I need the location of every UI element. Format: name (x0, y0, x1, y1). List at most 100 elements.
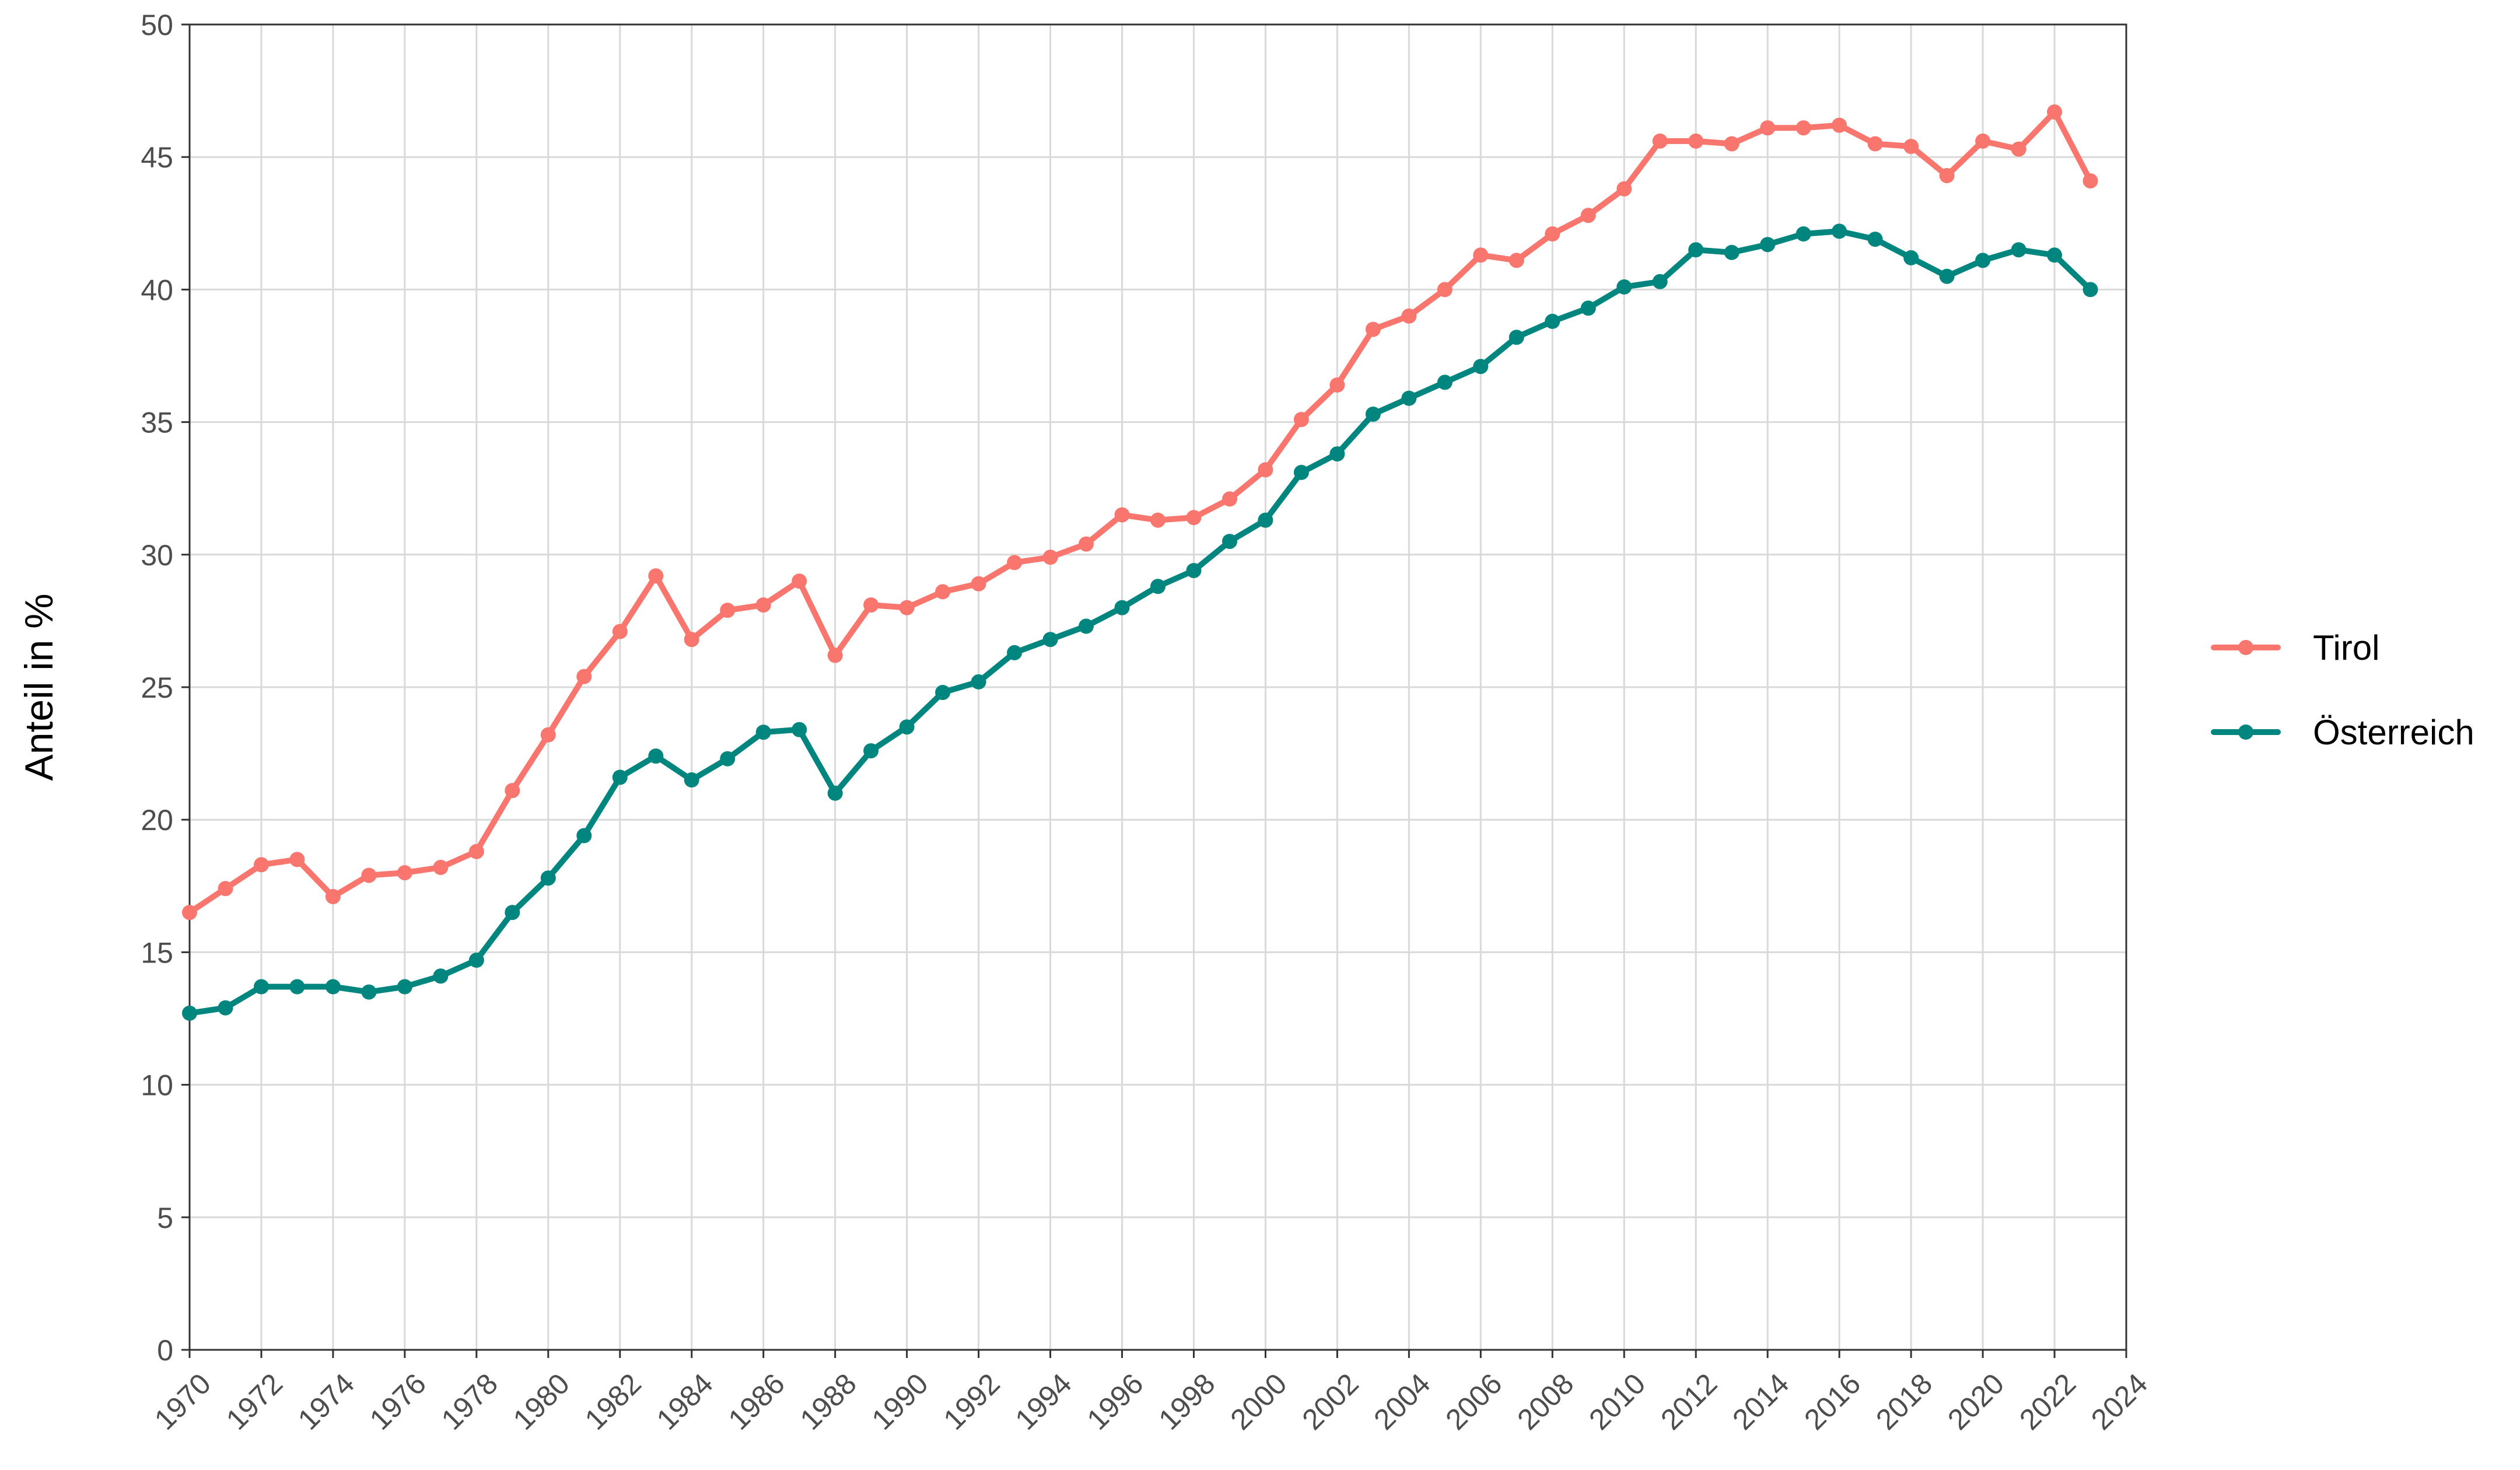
data-point (1007, 645, 1023, 660)
data-point (1042, 550, 1058, 565)
data-point (684, 772, 699, 788)
series-group (182, 104, 2098, 1021)
y-tick-label: 20 (141, 804, 173, 836)
data-point (361, 984, 377, 1000)
data-point (468, 844, 484, 859)
data-point (1042, 632, 1058, 648)
data-point (899, 719, 915, 735)
x-tick-label: 2002 (1296, 1367, 1364, 1436)
data-point (540, 727, 556, 743)
data-point (1437, 282, 1452, 298)
y-axis-title: Anteil in % (17, 593, 61, 780)
x-tick-label: 2010 (1583, 1367, 1651, 1436)
data-point (684, 632, 699, 648)
x-tick-label: 1988 (794, 1367, 863, 1436)
x-tick-label: 1998 (1152, 1367, 1221, 1436)
legend-item: Tirol (2211, 628, 2379, 667)
data-point (254, 979, 269, 995)
data-point (971, 674, 986, 690)
data-point (397, 979, 412, 995)
x-tick-label: 1976 (363, 1367, 432, 1436)
data-point (1473, 247, 1489, 263)
x-tick-label: 2000 (1224, 1367, 1293, 1436)
x-tick-label: 1992 (937, 1367, 1006, 1436)
y-tick-label: 35 (141, 407, 173, 439)
data-point (182, 1005, 197, 1021)
data-point (1508, 253, 1524, 268)
data-point (1365, 407, 1381, 422)
data-point (612, 624, 628, 639)
y-tick-label: 40 (141, 274, 173, 306)
x-tick-label: 1978 (435, 1367, 504, 1436)
data-point (755, 724, 771, 740)
axis-ticks: 0 5 10 15 20 25 30 35 40 45 50 1970 1972 1974 1976 1978… (141, 9, 2154, 1436)
data-point (648, 748, 664, 764)
data-point (218, 1000, 233, 1016)
data-point (2047, 247, 2062, 263)
data-point (1652, 274, 1668, 289)
data-point (218, 881, 233, 897)
data-point (576, 828, 592, 844)
data-point (1545, 226, 1560, 242)
data-point (1258, 512, 1273, 528)
data-point (863, 597, 879, 613)
data-point (1401, 390, 1417, 406)
x-tick-label: 2014 (1726, 1367, 1795, 1436)
data-point (1545, 313, 1560, 329)
data-point (792, 573, 807, 589)
data-point (1329, 377, 1345, 393)
series-1 (182, 104, 2098, 921)
data-point (1580, 208, 1596, 223)
x-tick-label: 2016 (1798, 1367, 1867, 1436)
data-point (1760, 120, 1776, 136)
data-point (1437, 374, 1452, 390)
data-point (971, 576, 986, 592)
data-point (1975, 253, 1991, 268)
data-point (433, 860, 449, 875)
data-point (1616, 279, 1632, 295)
x-tick-label: 2020 (1941, 1367, 2010, 1436)
series-line (187, 228, 2094, 1016)
data-point (289, 852, 305, 867)
y-tick-label: 25 (141, 671, 173, 704)
data-point (1258, 462, 1273, 478)
series-2 (182, 223, 2098, 1021)
data-point (1724, 136, 1740, 152)
x-tick-label: 1996 (1081, 1367, 1150, 1436)
grid (188, 23, 2127, 1351)
data-point (1150, 579, 1166, 594)
x-tick-label: 1980 (507, 1367, 576, 1436)
data-point (935, 584, 951, 600)
data-point (1939, 268, 1955, 284)
data-point (755, 597, 771, 613)
data-point (1365, 321, 1381, 337)
data-point (1293, 464, 1309, 480)
data-point (2011, 242, 2027, 258)
data-point (1939, 168, 1955, 183)
y-tick-label: 50 (141, 9, 173, 41)
data-point (505, 783, 520, 799)
data-point (325, 979, 341, 995)
data-point (1186, 510, 1202, 526)
x-tick-label: 2008 (1511, 1367, 1580, 1436)
data-point (433, 968, 449, 984)
x-tick-label: 1994 (1009, 1367, 1078, 1436)
x-tick-label: 2024 (2085, 1367, 2154, 1436)
data-point (1222, 491, 1237, 507)
y-tick-label: 15 (141, 936, 173, 969)
x-tick-label: 2012 (1654, 1367, 1723, 1436)
data-point (1724, 244, 1740, 260)
x-tick-label: 1974 (292, 1367, 360, 1436)
data-point (1796, 226, 1811, 242)
data-point (1832, 223, 1847, 239)
data-point (361, 867, 377, 883)
data-point (1114, 600, 1130, 615)
data-point (935, 685, 951, 701)
data-point (1616, 181, 1632, 197)
data-point (2082, 173, 2098, 189)
data-point (1688, 242, 1704, 258)
data-point (1293, 412, 1309, 428)
data-point (1007, 555, 1023, 570)
data-point (1079, 536, 1094, 552)
x-tick-label: 2006 (1439, 1367, 1508, 1436)
